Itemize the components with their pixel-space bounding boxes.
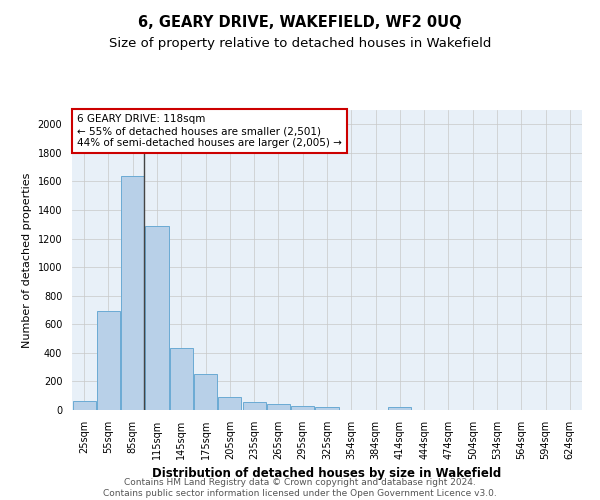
Bar [316, 407, 338, 410]
Bar [291, 406, 314, 410]
Bar [218, 397, 241, 410]
Bar [73, 400, 95, 410]
Text: 6, GEARY DRIVE, WAKEFIELD, WF2 0UQ: 6, GEARY DRIVE, WAKEFIELD, WF2 0UQ [138, 15, 462, 30]
Bar [121, 176, 144, 410]
Text: Size of property relative to detached houses in Wakefield: Size of property relative to detached ho… [109, 38, 491, 51]
Y-axis label: Number of detached properties: Number of detached properties [22, 172, 32, 348]
Text: Contains HM Land Registry data © Crown copyright and database right 2024.
Contai: Contains HM Land Registry data © Crown c… [103, 478, 497, 498]
Bar [242, 402, 266, 410]
X-axis label: Distribution of detached houses by size in Wakefield: Distribution of detached houses by size … [152, 468, 502, 480]
Text: 6 GEARY DRIVE: 118sqm
← 55% of detached houses are smaller (2,501)
44% of semi-d: 6 GEARY DRIVE: 118sqm ← 55% of detached … [77, 114, 342, 148]
Bar [145, 226, 169, 410]
Bar [194, 374, 217, 410]
Bar [388, 407, 412, 410]
Bar [170, 348, 193, 410]
Bar [267, 404, 290, 410]
Bar [97, 312, 120, 410]
